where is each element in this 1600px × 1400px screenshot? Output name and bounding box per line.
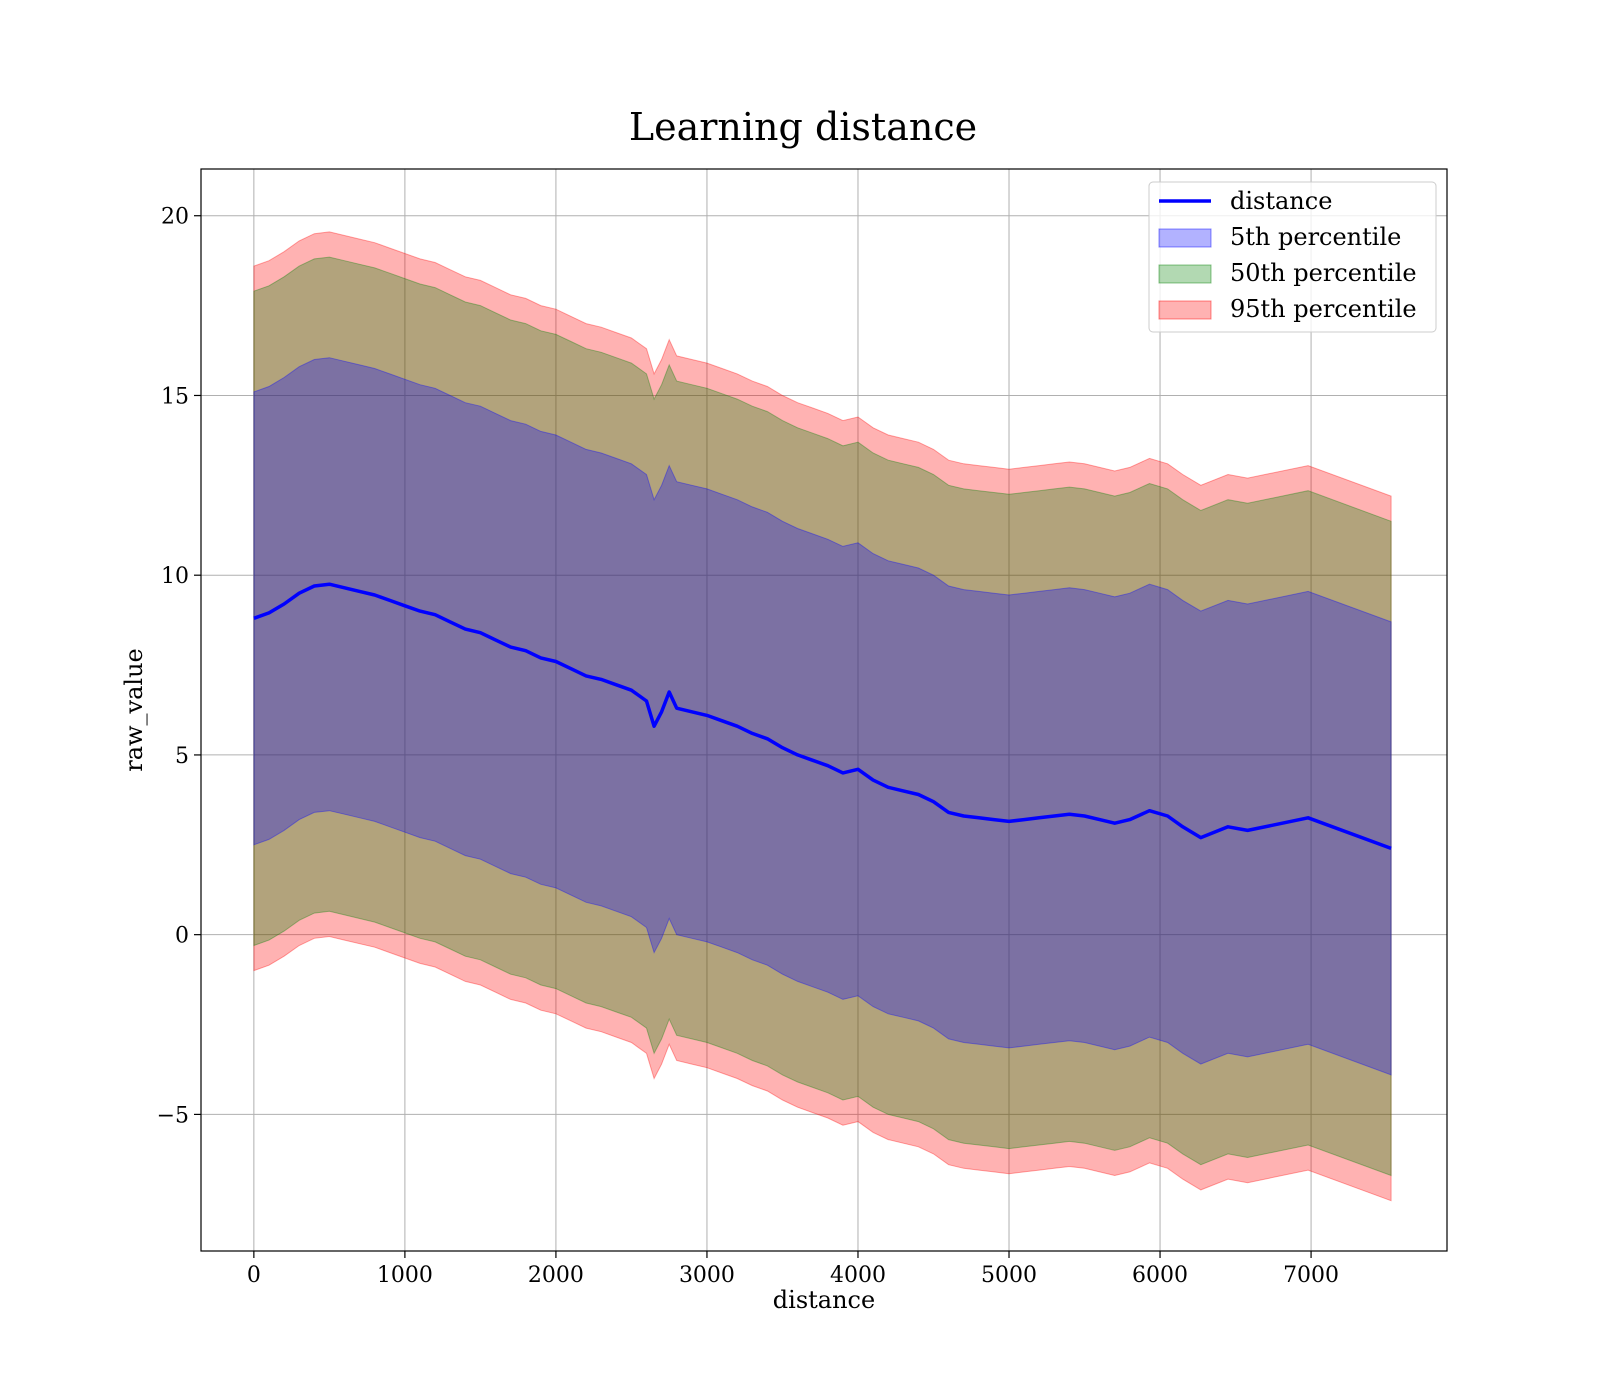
x-tick-label: 4000 bbox=[830, 1263, 886, 1288]
y-tick-label: −5 bbox=[157, 1103, 189, 1128]
legend-swatch-50th bbox=[1158, 264, 1212, 284]
y-tick-label: 0 bbox=[175, 924, 189, 949]
legend-label-50th: 50th percentile bbox=[1230, 259, 1417, 287]
x-tick-label: 6000 bbox=[1132, 1263, 1188, 1288]
legend-label-5th: 5th percentile bbox=[1230, 223, 1401, 251]
chart-title: Learning distance bbox=[629, 105, 977, 149]
series-line-distance bbox=[253, 582, 1392, 851]
x-tick-label: 2000 bbox=[528, 1263, 584, 1288]
y-tick-label: 20 bbox=[161, 205, 189, 230]
x-axis-label: distance bbox=[773, 1286, 875, 1314]
line-layer bbox=[253, 582, 1392, 851]
band-5th-percentile bbox=[253, 357, 1392, 1076]
y-tick-label: 10 bbox=[161, 564, 189, 589]
x-tick-label: 1000 bbox=[377, 1263, 433, 1288]
legend-swatch-95th bbox=[1158, 300, 1212, 320]
y-tick-label: 5 bbox=[175, 744, 189, 769]
band-50th-percentile bbox=[253, 256, 1392, 1177]
band-95th-percentile bbox=[253, 231, 1392, 1202]
tick-layer: 0 1000 2000 3000 4000 5000 6000 7000 −5 0 5 10 15 20 bbox=[157, 205, 1340, 1288]
plot-frame bbox=[200, 168, 1448, 1252]
legend-swatch-5th bbox=[1158, 228, 1212, 248]
legend-frame bbox=[1148, 181, 1437, 333]
band-layer bbox=[253, 231, 1392, 1202]
y-axis-label: raw_value bbox=[120, 648, 148, 772]
x-tick-label: 7000 bbox=[1283, 1263, 1339, 1288]
x-tick-label: 3000 bbox=[679, 1263, 735, 1288]
legend-label-95th: 95th percentile bbox=[1230, 295, 1417, 323]
legend-label-distance: distance bbox=[1230, 187, 1332, 215]
y-tick-label: 15 bbox=[161, 384, 189, 409]
x-tick-label: 5000 bbox=[981, 1263, 1037, 1288]
legend: distance 5th percentile 50th percentile … bbox=[1148, 181, 1437, 333]
x-tick-label: 0 bbox=[247, 1263, 261, 1288]
